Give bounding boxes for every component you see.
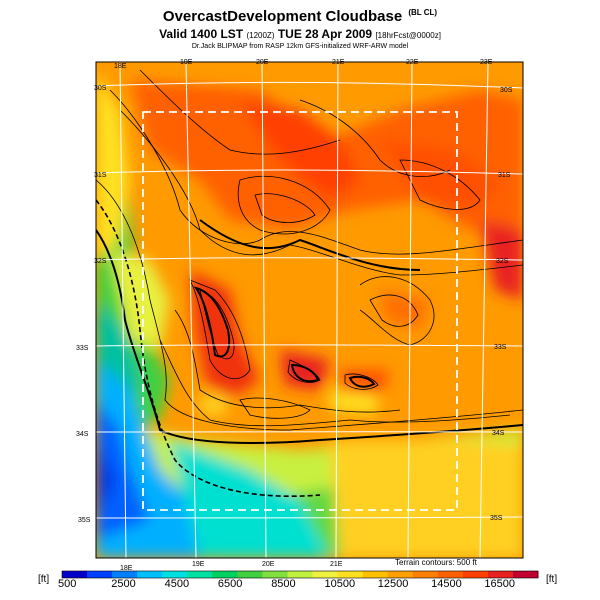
colorbar-swatch — [387, 571, 414, 578]
lon-label: 21E — [330, 561, 343, 568]
colorbar-swatch — [462, 571, 489, 578]
terrain-contours — [96, 69, 523, 431]
valid-date: TUE 28 Apr 2009 — [277, 27, 373, 41]
lon-label: 19E — [180, 59, 193, 66]
colorbar-frame — [61, 570, 539, 579]
colorbar-tick-label: 12500 — [377, 578, 409, 590]
lat-label: 34S — [76, 431, 89, 438]
lon-label: 22E — [406, 59, 419, 66]
colorbar-tick-label: 8500 — [271, 578, 296, 590]
lon-labels-bottom: 18E 19E 20E 21E — [120, 561, 343, 572]
map-title: OvercastDevelopment Cloudbase (BL CL) — [0, 8, 600, 25]
colorbar-swatch — [62, 571, 88, 578]
lat-labels-left: 30S 31S 32S 33S 34S 35S — [76, 85, 107, 524]
terrain-contours-note: Terrain contours: 500 ft — [395, 558, 477, 567]
lon-label: 19E — [192, 561, 205, 568]
colorbar-swatch — [137, 571, 163, 578]
colorbar-swatch — [362, 571, 389, 578]
lat-label: 33S — [494, 344, 507, 351]
colorbar-swatch — [287, 571, 314, 578]
valid-time: Valid 1400 LST (1200Z) TUE 28 Apr 2009 [… — [0, 27, 600, 41]
colorbar-swatch — [112, 571, 138, 578]
colorbar-tick-label: 6500 — [217, 578, 243, 590]
colorbar-swatch — [437, 571, 464, 578]
colorbar — [61, 570, 539, 579]
lat-label: 30S — [94, 85, 107, 92]
colorbar-unit-right: [ft] — [546, 574, 558, 585]
lat-label: 35S — [78, 517, 91, 524]
colorbar-tick-label: 14500 — [431, 578, 462, 590]
lat-lon-grid — [96, 62, 523, 558]
colorbar-tick-label: 4500 — [164, 578, 190, 590]
colorbar-tick-label: 2500 — [111, 578, 136, 590]
lon-label: 20E — [256, 59, 269, 66]
lon-label: 21E — [332, 59, 345, 66]
colorbar-swatch — [512, 571, 539, 578]
lon-label: 18E — [114, 63, 127, 70]
lon-labels-top: 18E 19E 20E 21E 22E 23E — [114, 59, 493, 70]
lat-labels-right: 30S 31S 32S 33S 34S 35S — [490, 87, 513, 522]
colorbar-swatch — [162, 571, 188, 578]
lon-label: 20E — [262, 561, 275, 568]
colorbar-swatch — [337, 571, 364, 578]
colorbar-tick-label: 10500 — [324, 578, 356, 590]
colorbar-swatch — [487, 571, 514, 578]
colorbar-tick-label: 16500 — [484, 578, 515, 590]
forecast-tag: [18hrFcst@0000z] — [375, 31, 441, 40]
title-text: OvercastDevelopment Cloudbase — [162, 8, 403, 25]
lon-label: 18E — [120, 565, 133, 572]
lat-label: 32S — [496, 258, 509, 265]
colorbar-swatch — [212, 571, 238, 578]
inner-domain-box — [142, 111, 458, 511]
colorbar-tick-label: 500 — [58, 578, 77, 590]
colorbar-swatch — [262, 571, 288, 578]
lat-label: 35S — [490, 515, 503, 522]
bold-contours — [96, 219, 523, 444]
colorbar-swatch — [237, 571, 263, 578]
lat-label: 31S — [498, 172, 511, 179]
lat-label: 30S — [500, 87, 513, 94]
lat-label: 32S — [94, 258, 107, 265]
colorbar-unit-left: [ft] — [38, 574, 50, 585]
colorbar-swatch — [312, 571, 339, 578]
lat-label: 33S — [76, 345, 89, 352]
map-field — [96, 62, 523, 558]
colorbar-swatch — [87, 571, 113, 578]
title-tag: (BL CL) — [408, 8, 438, 17]
lat-label: 34S — [492, 430, 505, 437]
colorbar-swatch — [187, 571, 213, 578]
lat-label: 31S — [94, 172, 107, 179]
valid-utc: (1200Z) — [246, 31, 275, 40]
lon-label: 23E — [480, 59, 493, 66]
map-frame — [95, 61, 524, 559]
valid-text: Valid 1400 LST — [159, 27, 244, 41]
model-credit: Dr.Jack BLIPMAP from RASP 12km GFS-initi… — [191, 43, 409, 50]
colorbar-swatch — [412, 571, 439, 578]
